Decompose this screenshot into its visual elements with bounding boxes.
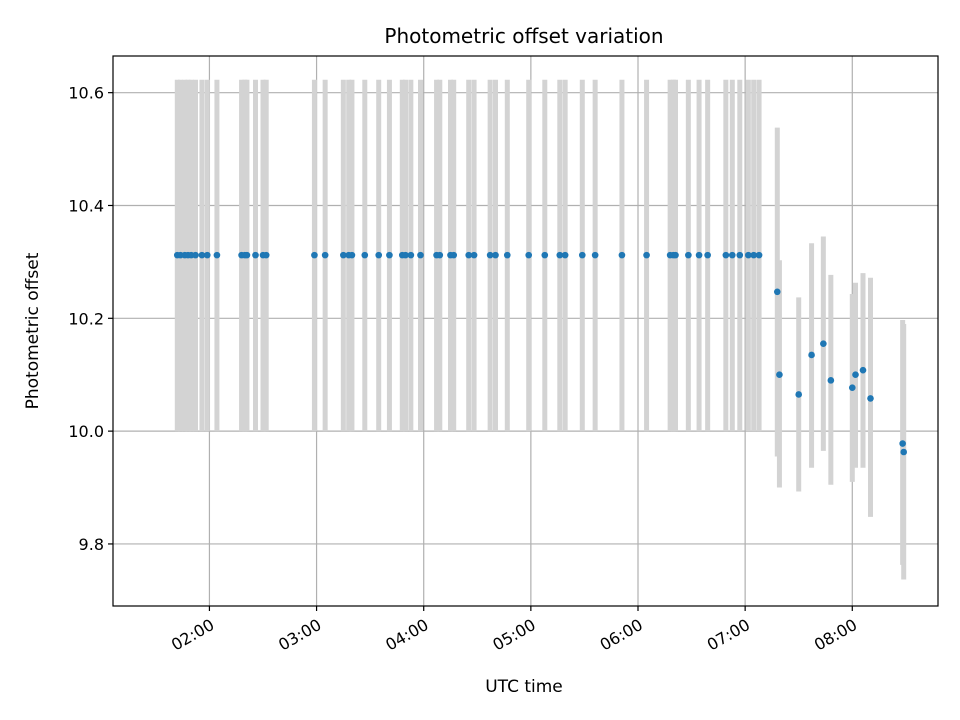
data-point-37 bbox=[541, 251, 549, 259]
data-point-59 bbox=[808, 351, 815, 359]
data-point-52 bbox=[736, 251, 744, 259]
data-point-53 bbox=[745, 251, 752, 259]
data-point-33 bbox=[486, 251, 494, 259]
data-point-66 bbox=[899, 440, 906, 447]
data-point-19 bbox=[348, 251, 356, 259]
data-point-38 bbox=[556, 251, 564, 259]
y-tick-label-3: 10.4 bbox=[68, 196, 104, 215]
data-point-8 bbox=[213, 251, 221, 259]
data-point-20 bbox=[361, 251, 369, 259]
data-point-12 bbox=[252, 251, 259, 259]
data-point-40 bbox=[578, 251, 586, 259]
y-tick-label-4: 10.6 bbox=[68, 84, 104, 103]
data-point-64 bbox=[859, 366, 867, 374]
data-point-65 bbox=[867, 395, 874, 402]
data-point-51 bbox=[728, 251, 736, 259]
data-point-24 bbox=[402, 251, 409, 259]
y-tick-label-0: 9.8 bbox=[79, 535, 104, 554]
data-point-55 bbox=[755, 251, 763, 259]
data-point-28 bbox=[436, 251, 444, 259]
data-point-15 bbox=[311, 251, 318, 259]
data-point-14 bbox=[262, 251, 270, 259]
data-point-5 bbox=[192, 251, 199, 259]
data-point-34 bbox=[492, 251, 499, 259]
data-point-48 bbox=[695, 251, 703, 259]
y-axis-label: Photometric offset bbox=[23, 252, 43, 409]
data-point-32 bbox=[470, 251, 478, 259]
data-point-26 bbox=[417, 251, 424, 259]
y-tick-label-1: 10.0 bbox=[68, 422, 104, 441]
data-points bbox=[173, 251, 908, 456]
data-point-41 bbox=[591, 251, 599, 259]
chart-title: Photometric offset variation bbox=[384, 24, 663, 48]
data-point-7 bbox=[203, 251, 211, 259]
data-point-49 bbox=[704, 251, 711, 259]
data-point-56 bbox=[773, 288, 781, 296]
data-point-25 bbox=[407, 251, 415, 259]
y-axis-ticks: 9.8 10.0 10.2 10.4 10.6 bbox=[68, 84, 113, 554]
data-point-11 bbox=[243, 251, 251, 259]
data-point-42 bbox=[618, 251, 626, 259]
data-point-36 bbox=[525, 251, 533, 259]
data-point-31 bbox=[465, 251, 473, 259]
data-point-43 bbox=[643, 251, 650, 259]
data-point-60 bbox=[820, 340, 827, 347]
plot-frame bbox=[112, 55, 939, 607]
y-tick-label-2: 10.2 bbox=[68, 309, 104, 328]
data-point-62 bbox=[848, 384, 856, 391]
data-point-54 bbox=[750, 251, 758, 259]
data-point-63 bbox=[852, 371, 859, 379]
data-point-46 bbox=[672, 251, 679, 259]
data-point-21 bbox=[375, 251, 383, 259]
data-point-35 bbox=[503, 251, 511, 259]
data-point-50 bbox=[722, 251, 730, 259]
data-point-47 bbox=[685, 251, 692, 259]
data-point-39 bbox=[561, 251, 569, 259]
data-point-58 bbox=[795, 391, 803, 398]
data-point-16 bbox=[321, 251, 329, 259]
data-point-6 bbox=[198, 251, 206, 259]
data-point-22 bbox=[386, 251, 393, 259]
data-point-67 bbox=[900, 448, 908, 456]
data-point-57 bbox=[776, 371, 783, 379]
data-point-17 bbox=[340, 251, 347, 259]
data-point-61 bbox=[827, 377, 835, 384]
data-point-30 bbox=[450, 251, 458, 259]
x-axis-label: UTC time bbox=[485, 677, 563, 697]
